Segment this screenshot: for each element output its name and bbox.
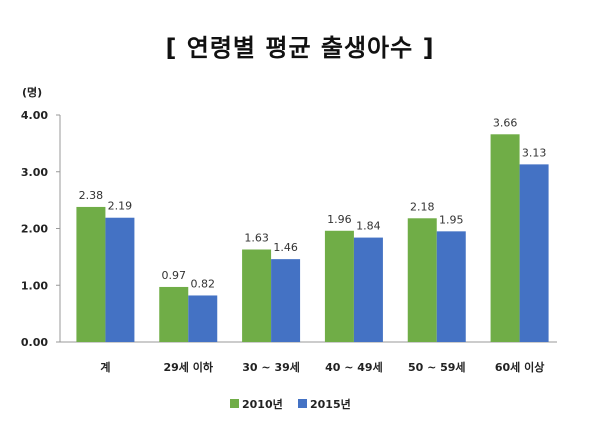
data-label: 1.84 xyxy=(356,220,381,233)
y-tick-label: 3.00 xyxy=(21,166,48,179)
bar-2015 xyxy=(436,231,466,342)
chart-title: [ 연령별 평균 출생아수 ] xyxy=(165,34,435,62)
data-label: 3.66 xyxy=(493,116,518,129)
bar-2010 xyxy=(159,286,189,342)
x-tick-label: 50 ~ 59세 xyxy=(408,360,466,374)
legend-swatch xyxy=(298,399,307,408)
y-tick-label: 2.00 xyxy=(21,223,48,236)
bar-2010 xyxy=(242,249,272,342)
bar-2015 xyxy=(105,217,135,342)
data-label: 0.97 xyxy=(162,269,187,282)
bar-2015 xyxy=(353,237,383,342)
x-tick-label: 60세 이상 xyxy=(495,360,545,374)
data-label: 1.95 xyxy=(439,213,464,226)
data-label: 1.46 xyxy=(273,241,298,254)
x-tick-label: 29세 이하 xyxy=(164,360,214,374)
y-tick-label: 4.00 xyxy=(21,109,48,122)
x-tick-label: 40 ~ 49세 xyxy=(325,360,383,374)
data-label: 2.19 xyxy=(108,200,133,213)
bar-2010 xyxy=(324,230,354,342)
y-tick-label: 0.00 xyxy=(21,336,48,349)
x-tick-label: 계 xyxy=(100,360,110,374)
bar-2015 xyxy=(271,259,301,342)
legend-swatch xyxy=(230,399,239,408)
bar-2010 xyxy=(407,218,437,342)
bar-2010 xyxy=(76,206,106,342)
data-label: 3.13 xyxy=(522,146,547,159)
data-label: 1.96 xyxy=(327,213,352,226)
x-tick-label: 30 ~ 39세 xyxy=(242,360,300,374)
data-label: 0.82 xyxy=(191,277,216,290)
bar-2010 xyxy=(490,134,520,342)
legend-label: 2010년 xyxy=(242,397,283,411)
data-label: 2.38 xyxy=(79,189,104,202)
data-label: 1.63 xyxy=(244,231,269,244)
legend-label: 2015년 xyxy=(310,397,351,411)
data-label: 2.18 xyxy=(410,200,435,213)
y-tick-label: 1.00 xyxy=(21,279,48,292)
bar-2015 xyxy=(188,295,218,342)
bar-2015 xyxy=(519,164,549,342)
y-axis-label: (명) xyxy=(22,85,42,99)
